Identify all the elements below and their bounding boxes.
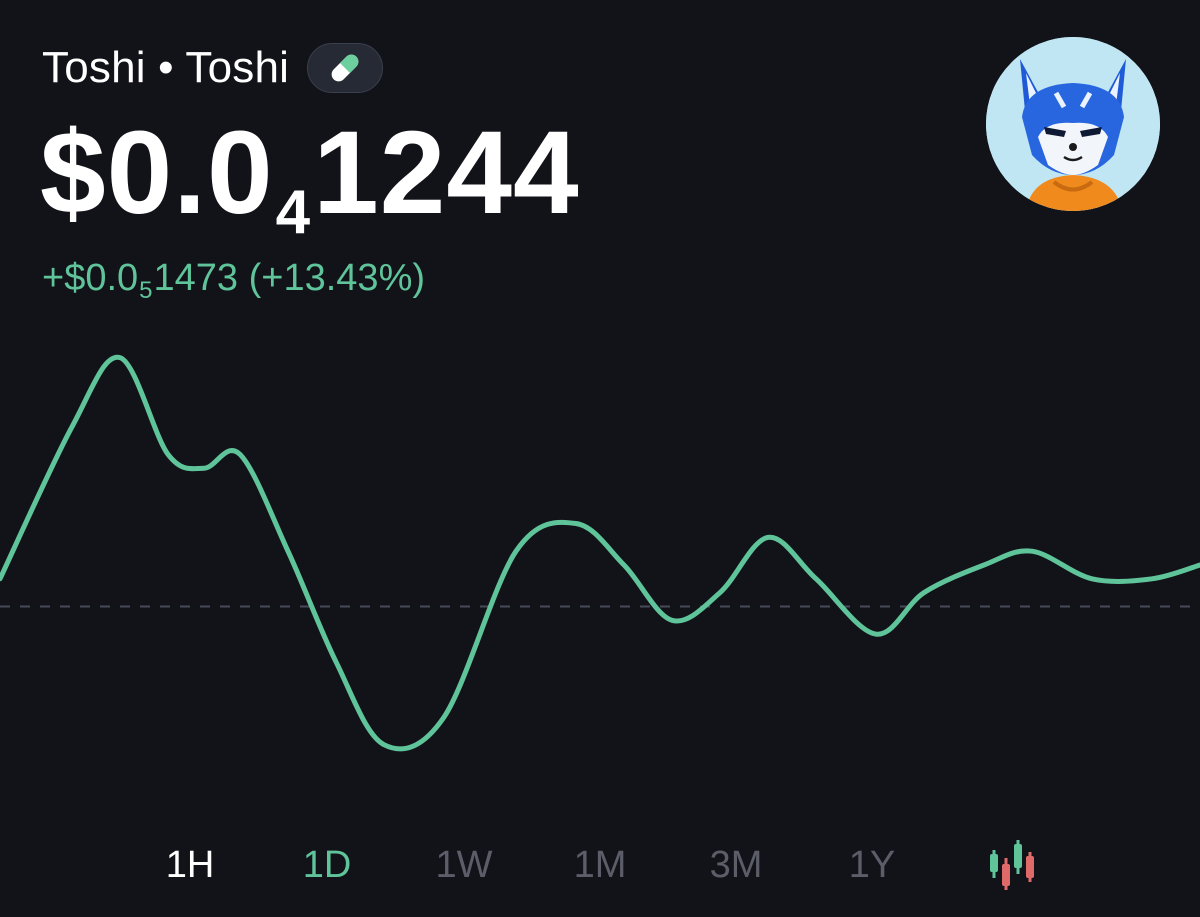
price-prefix: $0.0: [40, 107, 274, 239]
change-prefix: +$0.0: [42, 257, 139, 299]
token-name: Toshi: [42, 43, 146, 92]
tab-1m[interactable]: 1M: [573, 844, 627, 886]
price-series-line: [0, 354, 1200, 752]
candlestick-icon: [990, 840, 1034, 890]
token-header: Toshi • Toshi: [42, 40, 384, 96]
price-digits: 1244: [313, 107, 580, 239]
change-percent: (+13.43%): [248, 257, 426, 299]
tab-1w[interactable]: 1W: [435, 844, 493, 886]
pill-icon: [331, 54, 359, 82]
tab-1y[interactable]: 1Y: [848, 844, 896, 886]
candlestick-toggle-button[interactable]: [986, 838, 1036, 892]
current-price: $0.041244: [40, 108, 580, 258]
tab-3m[interactable]: 3M: [709, 844, 763, 886]
time-range-tabs: 1H 1D 1W 1M 3M 1Y: [0, 832, 1200, 898]
tab-1d[interactable]: 1D: [302, 844, 352, 886]
change-zero-count: 5: [139, 277, 153, 304]
pill-badge[interactable]: [307, 43, 384, 93]
price-zero-count: 4: [275, 178, 312, 247]
fox-avatar-icon: [986, 37, 1160, 211]
price-change: +$0.051473 (+13.43%): [42, 250, 425, 311]
token-avatar[interactable]: [986, 37, 1160, 211]
token-title: Toshi • Toshi: [42, 40, 289, 96]
change-digits: 1473: [153, 257, 239, 299]
price-chart[interactable]: [0, 330, 1200, 800]
tab-1h[interactable]: 1H: [165, 844, 215, 886]
title-separator: •: [158, 43, 174, 92]
token-symbol: Toshi: [185, 43, 290, 92]
